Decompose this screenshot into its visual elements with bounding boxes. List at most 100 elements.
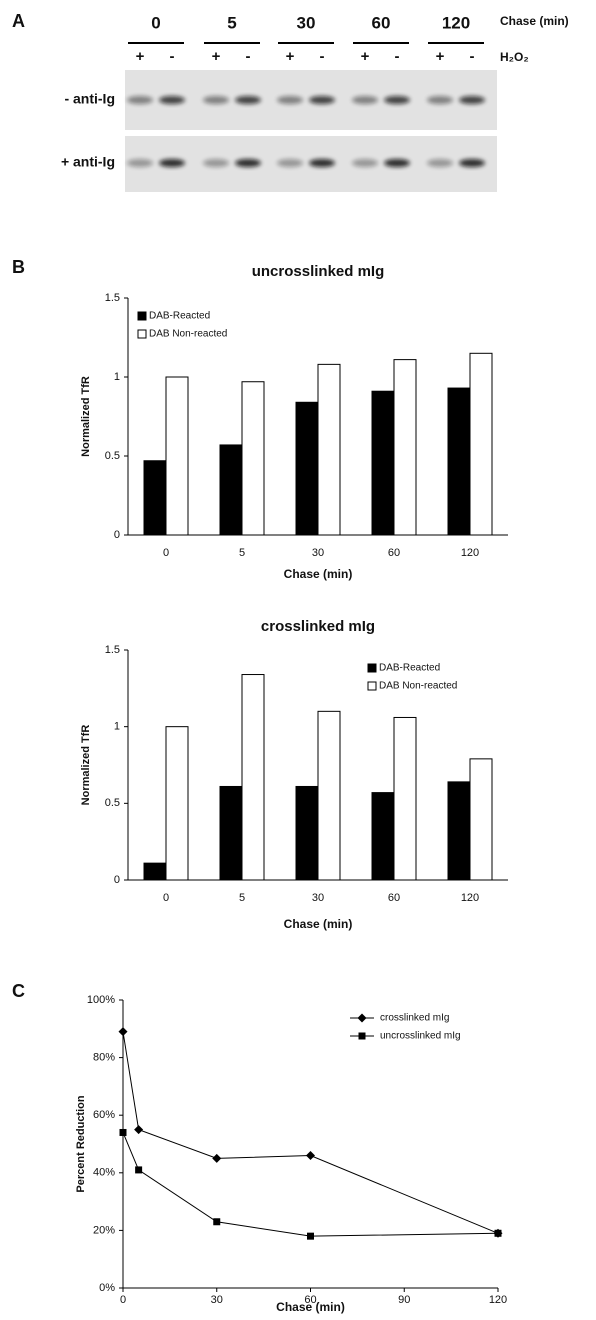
x-axis-label: Chase (min) [284, 917, 353, 931]
blot-band [427, 96, 453, 104]
bar [242, 675, 264, 880]
data-point [213, 1218, 220, 1225]
y-tick-label: 40% [93, 1167, 115, 1179]
x-tick-label: 5 [239, 892, 245, 904]
blot-band [127, 159, 153, 167]
legend-swatch [138, 312, 146, 320]
treatment-label: H₂O₂ [500, 50, 529, 64]
data-point [120, 1129, 127, 1136]
panel-label: B [12, 257, 25, 277]
blot-band [384, 96, 410, 104]
sign-label: + [436, 48, 445, 65]
data-point [134, 1125, 143, 1134]
x-tick-label: 120 [489, 1294, 507, 1306]
blot-band [277, 96, 303, 104]
bar [144, 863, 166, 880]
y-axis-label: Normalized TfR [80, 725, 92, 806]
data-line [123, 1132, 498, 1236]
x-tick-label: 90 [398, 1294, 410, 1306]
bar [318, 364, 340, 535]
data-point [307, 1233, 314, 1240]
bar [448, 782, 470, 880]
legend-label: DAB Non-reacted [379, 681, 457, 692]
blot-band [309, 159, 335, 167]
legend-swatch [368, 664, 376, 672]
legend-label: crosslinked mIg [380, 1013, 449, 1024]
bar [220, 445, 242, 535]
sign-label: - [470, 48, 475, 65]
y-tick-label: 0.5 [105, 797, 120, 809]
blot-band [203, 96, 229, 104]
legend-label: DAB-Reacted [379, 663, 440, 674]
x-axis-label: Chase (min) [284, 567, 353, 581]
y-tick-label: 0.5 [105, 450, 120, 462]
y-tick-label: 100% [87, 994, 115, 1006]
data-point [306, 1151, 315, 1160]
blot-band [384, 159, 410, 167]
legend-label: DAB Non-reacted [149, 329, 227, 340]
x-tick-label: 30 [312, 892, 324, 904]
panel-label: C [12, 981, 25, 1001]
data-point [135, 1166, 142, 1173]
bar [242, 382, 264, 535]
blot-band [309, 96, 335, 104]
sign-label: - [170, 48, 175, 65]
y-tick-label: 60% [93, 1109, 115, 1121]
bar [296, 786, 318, 880]
blot-band [235, 96, 261, 104]
bar [220, 786, 242, 880]
bar [448, 388, 470, 535]
blot-band [159, 159, 185, 167]
sign-label: + [361, 48, 370, 65]
x-tick-label: 120 [461, 547, 479, 559]
bar [470, 759, 492, 880]
y-axis-label: Percent Reduction [75, 1095, 87, 1192]
bar [296, 402, 318, 535]
sign-label: - [320, 48, 325, 65]
x-tick-label: 0 [163, 547, 169, 559]
blot-band [277, 159, 303, 167]
bar [470, 353, 492, 535]
blot-band [235, 159, 261, 167]
legend-marker [358, 1014, 367, 1023]
data-line [123, 1032, 498, 1234]
bar [144, 461, 166, 535]
y-tick-label: 20% [93, 1224, 115, 1236]
timepoint-label: 60 [372, 13, 391, 32]
row-label: - anti-Ig [64, 91, 115, 107]
sign-label: + [286, 48, 295, 65]
y-tick-label: 0% [99, 1282, 115, 1294]
y-tick-label: 0 [114, 874, 120, 886]
bar [318, 711, 340, 880]
x-tick-label: 60 [388, 892, 400, 904]
blot-band [352, 159, 378, 167]
data-point [119, 1027, 128, 1036]
blot-band [159, 96, 185, 104]
figure: A B C Chase (min) H₂O₂ - anti-Ig + anti-… [0, 0, 596, 1320]
legend-label: uncrosslinked mIg [380, 1031, 461, 1042]
chart-title: crosslinked mIg [261, 618, 375, 635]
x-tick-label: 60 [304, 1294, 316, 1306]
y-tick-label: 1 [114, 721, 120, 733]
x-tick-label: 0 [163, 892, 169, 904]
legend-marker [359, 1033, 366, 1040]
x-tick-label: 30 [312, 547, 324, 559]
blot-band [459, 159, 485, 167]
blot-band [459, 96, 485, 104]
blot-band [203, 159, 229, 167]
x-tick-label: 30 [211, 1294, 223, 1306]
sign-label: - [395, 48, 400, 65]
y-tick-label: 80% [93, 1052, 115, 1064]
y-tick-label: 0 [114, 529, 120, 541]
y-tick-label: 1.5 [105, 292, 120, 304]
legend-swatch [138, 330, 146, 338]
x-tick-label: 5 [239, 547, 245, 559]
bar [166, 377, 188, 535]
legend-label: DAB-Reacted [149, 311, 210, 322]
sign-label: - [246, 48, 251, 65]
y-axis-label: Normalized TfR [80, 376, 92, 457]
x-tick-label: 60 [388, 547, 400, 559]
sign-label: + [212, 48, 221, 65]
data-point [212, 1154, 221, 1163]
chart-title: uncrosslinked mIg [252, 263, 385, 280]
